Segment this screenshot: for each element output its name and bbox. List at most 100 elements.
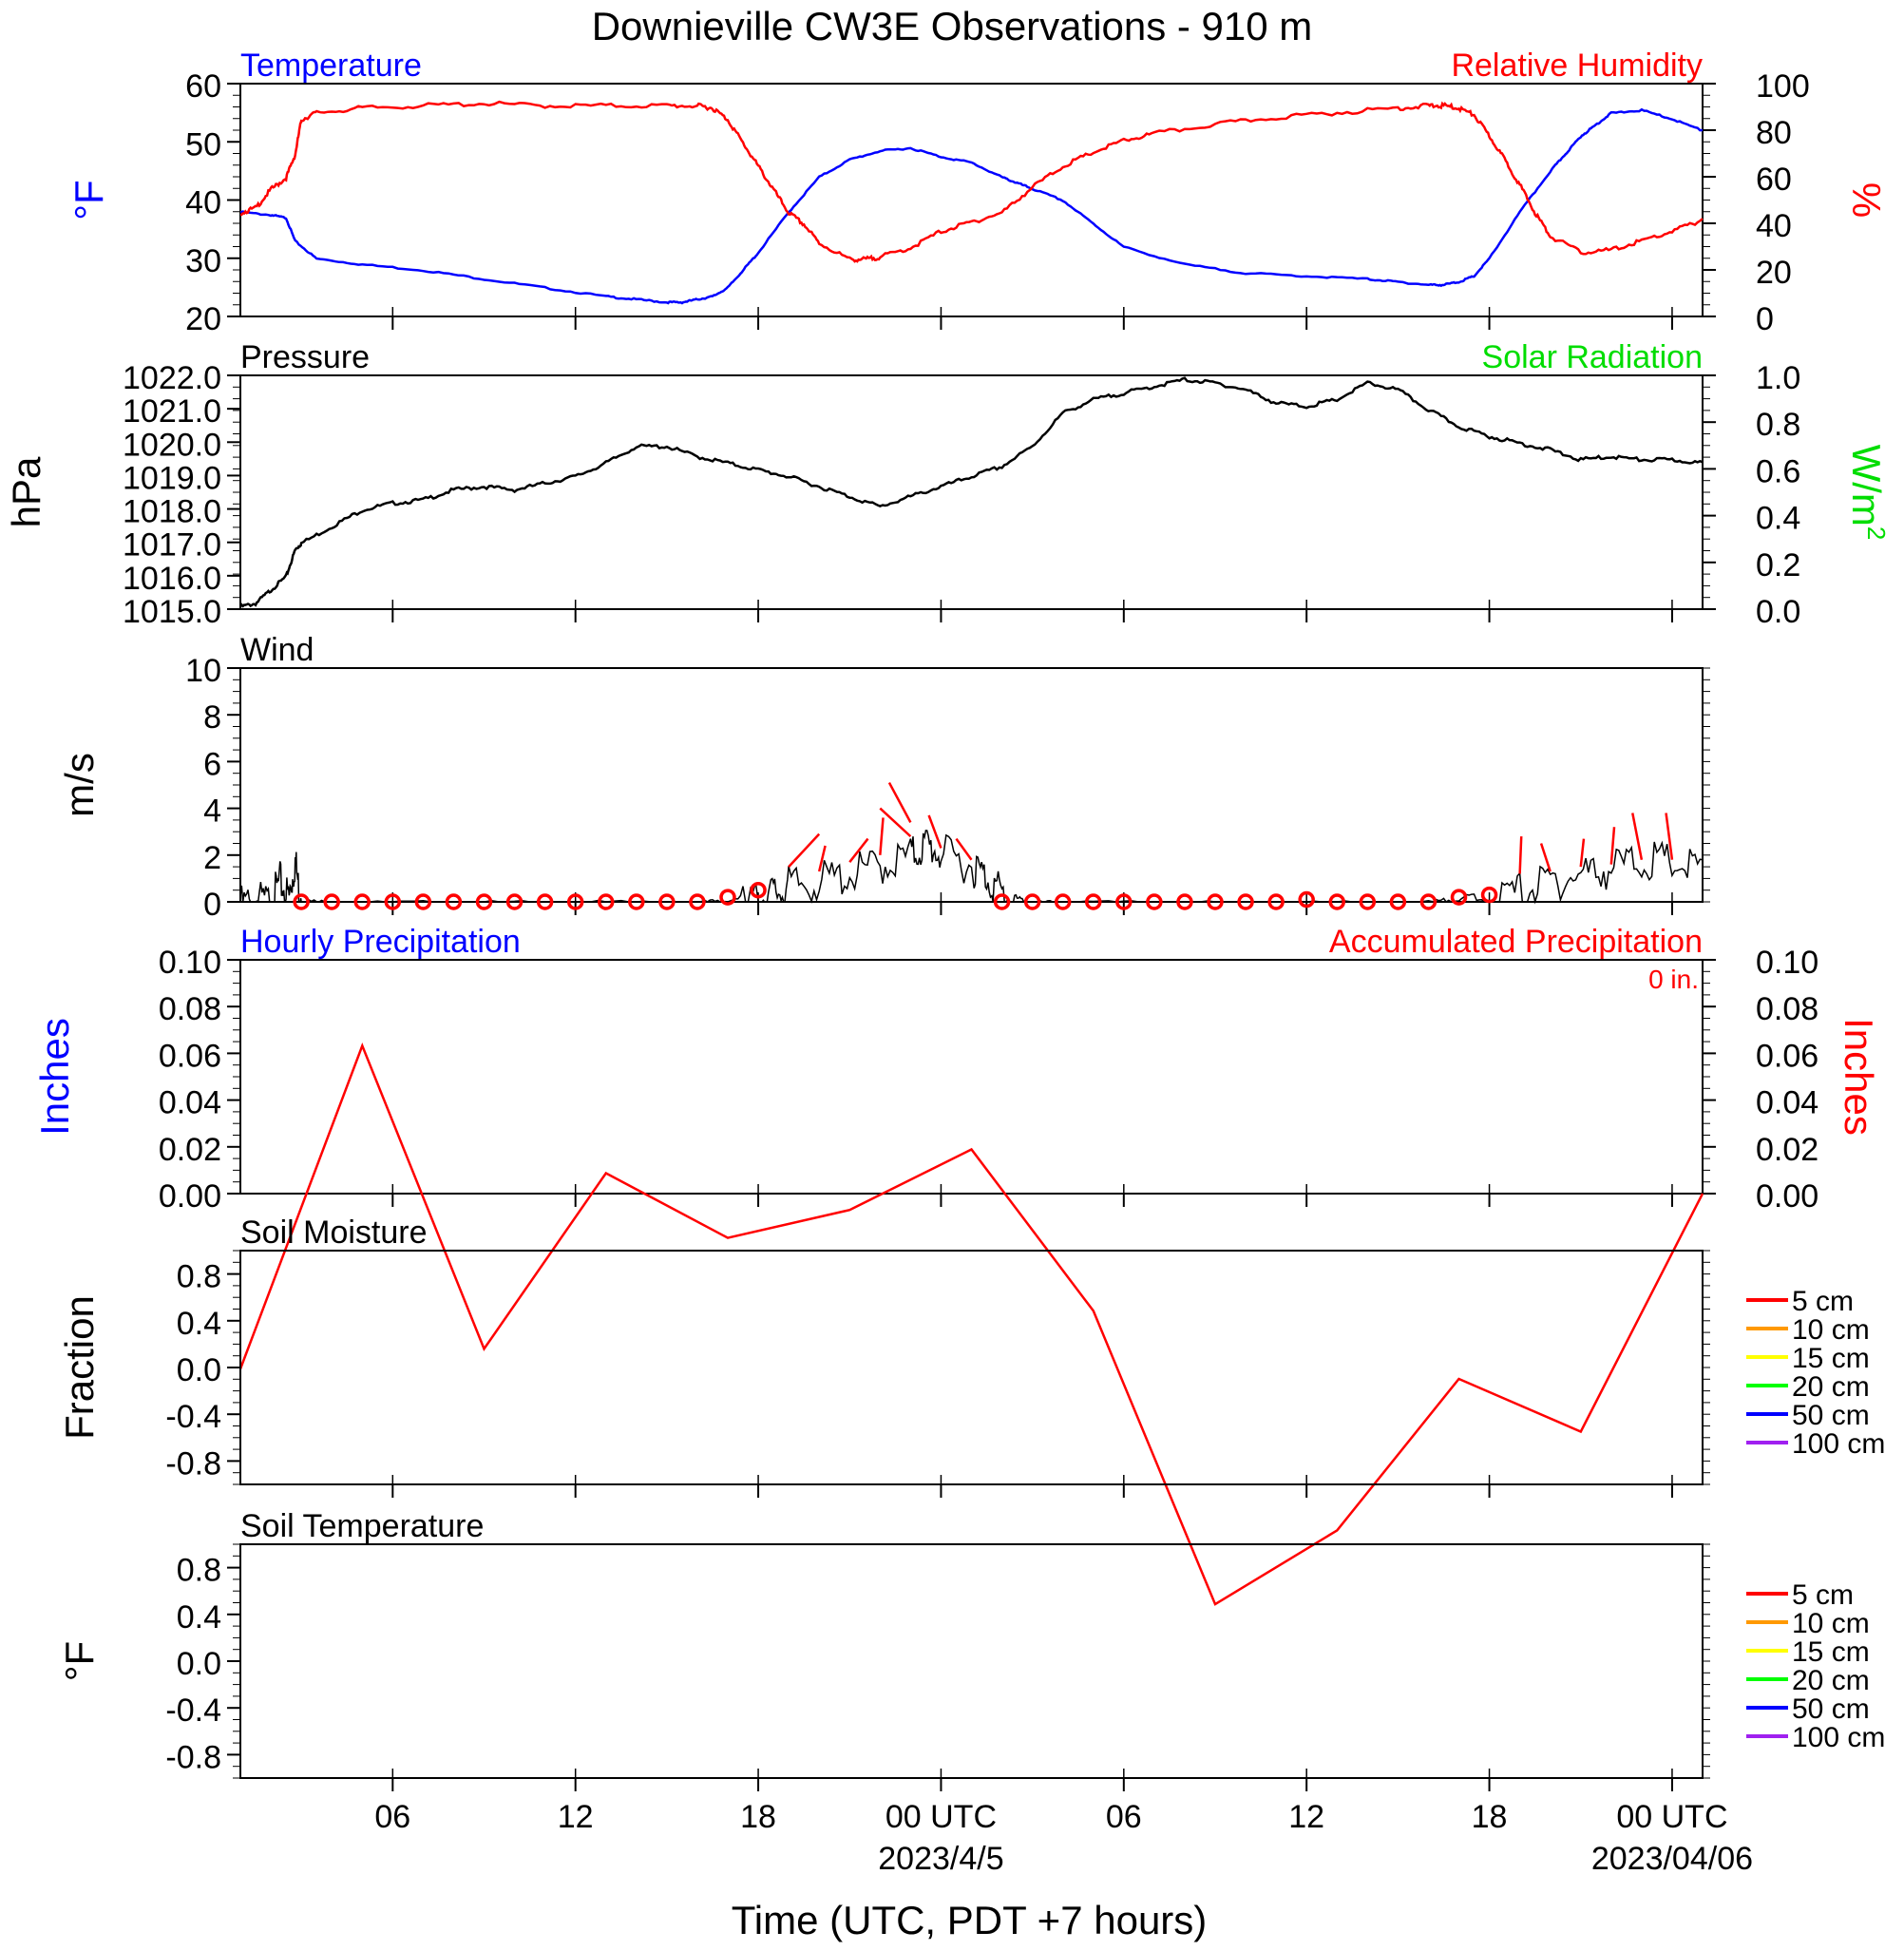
accumulated-total: 0 in.	[1648, 965, 1699, 994]
y-tick-label: 0.0	[177, 1352, 221, 1388]
y-tick-label: 4	[203, 794, 221, 830]
hourly-wind-marker	[353, 893, 371, 910]
wind-direction-stick	[1609, 827, 1616, 865]
plot-frame	[239, 959, 1704, 1195]
panel-title-left: Soil Temperature	[240, 1508, 484, 1544]
y-tick-label-right: 60	[1756, 162, 1792, 198]
wind-direction-stick	[1539, 843, 1552, 872]
y-tick-label: 20	[185, 301, 221, 337]
x-tick-label: 06	[1106, 1799, 1142, 1835]
panel-title-left: Temperature	[240, 48, 422, 84]
hourly-wind-marker	[1176, 893, 1193, 910]
x-axis-label: Time (UTC, PDT +7 hours)	[732, 1898, 1208, 1942]
hourly-wind-marker	[1480, 886, 1498, 904]
hourly-wind-marker	[1267, 893, 1285, 910]
y-tick-label: 0.08	[159, 991, 221, 1027]
hourly-wind-marker	[1115, 893, 1133, 910]
y-tick-label-right: 0.00	[1756, 1178, 1818, 1215]
panel-precipitation: 0.00 0.02 0.04 0.06 0.08 0.10 0.00 0.02 0.04 0.06…	[32, 924, 1881, 1606]
x-tick-label: 00 UTC	[1616, 1799, 1727, 1835]
legend-label: 100 cm	[1792, 1428, 1885, 1460]
y-tick-label: 1020.0	[123, 427, 221, 463]
y-tick-label: 50	[185, 126, 221, 163]
legend-label: 100 cm	[1792, 1722, 1885, 1753]
hourly-wind-marker	[1237, 893, 1254, 910]
y-tick-label: 0.8	[177, 1553, 221, 1589]
y-tick-label: 1017.0	[123, 527, 221, 564]
y-tick-label: 2	[203, 840, 221, 876]
y-tick-label: 30	[185, 243, 221, 279]
x-tick-label: 12	[1288, 1799, 1324, 1835]
y-tick-label-right: 0.2	[1756, 547, 1800, 583]
y-axis-label-right-sup: 2	[1862, 526, 1891, 540]
hourly-wind-marker	[505, 893, 524, 910]
y-tick-label: 0.4	[177, 1306, 221, 1342]
panel-title-left: Pressure	[240, 339, 370, 375]
hourly-wind-marker	[1419, 893, 1438, 910]
hourly-wind-marker	[1298, 890, 1315, 909]
y-tick-label: 1019.0	[123, 460, 221, 496]
y-axis-label-left: hPa	[4, 456, 48, 527]
y-tick-label: 0.04	[159, 1085, 221, 1121]
x-tick-date: 2023/4/5	[878, 1841, 1003, 1877]
hourly-wind-marker	[1207, 893, 1224, 910]
hourly-wind-marker	[750, 881, 767, 899]
wind-direction-stick	[887, 781, 912, 823]
panel-title-left: Soil Moisture	[240, 1215, 428, 1251]
y-tick-label-right: 0	[1756, 301, 1774, 337]
x-tick-date: 2023/04/06	[1591, 1841, 1753, 1877]
wind-direction-stick	[848, 837, 869, 863]
series-line-accumulated-precipitation	[238, 1042, 1704, 1606]
hourly-wind-marker	[993, 893, 1011, 910]
y-axis-label-right: Inches	[1837, 1018, 1881, 1136]
legend-label: 50 cm	[1792, 1400, 1870, 1431]
y-tick-label: 0.0	[177, 1646, 221, 1682]
hourly-wind-marker	[1146, 893, 1163, 910]
y-tick-label: 0.4	[177, 1599, 221, 1635]
wind-direction-stick	[817, 845, 827, 872]
hourly-wind-marker	[445, 893, 463, 910]
y-tick-label: -0.4	[165, 1399, 221, 1435]
panel-wind: 0 2 4 6 8 10 Wind m/s	[57, 632, 1710, 923]
y-axis-label-left: Fraction	[57, 1295, 102, 1440]
hourly-wind-marker	[1389, 893, 1407, 910]
y-tick-label: 1016.0	[123, 561, 221, 597]
wind-direction-stick	[1631, 813, 1644, 860]
y-tick-label-right: 80	[1756, 115, 1792, 151]
y-tick-label: 1015.0	[123, 594, 221, 630]
hourly-wind-marker	[1023, 893, 1041, 910]
panel-title-right: Relative Humidity	[1451, 48, 1703, 84]
y-tick-label: 1018.0	[123, 494, 221, 530]
series-line-relative-humidity	[239, 100, 1704, 263]
hourly-wind-marker	[566, 893, 584, 910]
hourly-wind-marker	[719, 889, 736, 906]
hourly-wind-marker	[414, 893, 432, 910]
hourly-wind-marker	[658, 893, 676, 910]
y-tick-label: 0.02	[159, 1132, 221, 1168]
y-tick-label: 0.00	[159, 1178, 221, 1215]
y-tick-label: 0.06	[159, 1038, 221, 1074]
y-tick-label-right: 20	[1756, 255, 1792, 291]
y-tick-label-right: 100	[1756, 68, 1810, 105]
legend-label: 5 cm	[1792, 1579, 1854, 1611]
panel-soil-temperature: -0.8 -0.4 0.0 0.4 0.8 Soil Temperature °F 5 cm 1…	[57, 1508, 1885, 1791]
y-tick-label: 1021.0	[123, 393, 221, 430]
wind-direction-stick	[788, 832, 821, 868]
y-axis-label-left: m/s	[57, 753, 102, 817]
hourly-wind-marker	[1359, 893, 1377, 910]
y-tick-label: 0.8	[177, 1259, 221, 1295]
hourly-wind-marker	[1085, 893, 1102, 910]
legend-label: 20 cm	[1792, 1371, 1870, 1403]
panel-title-right: Accumulated Precipitation	[1329, 924, 1703, 960]
y-axis-label-left: °F	[57, 1641, 102, 1681]
hourly-wind-marker	[598, 893, 615, 910]
y-tick-label: 1022.0	[123, 360, 221, 396]
y-tick-label: -0.8	[165, 1739, 221, 1775]
hourly-wind-marker	[293, 893, 310, 910]
y-axis-label-right: W/m2	[1844, 445, 1891, 541]
legend-label: 50 cm	[1792, 1693, 1870, 1725]
y-tick-label: -0.4	[165, 1693, 221, 1729]
chart-title: Downieville CW3E Observations - 910 m	[592, 4, 1313, 48]
